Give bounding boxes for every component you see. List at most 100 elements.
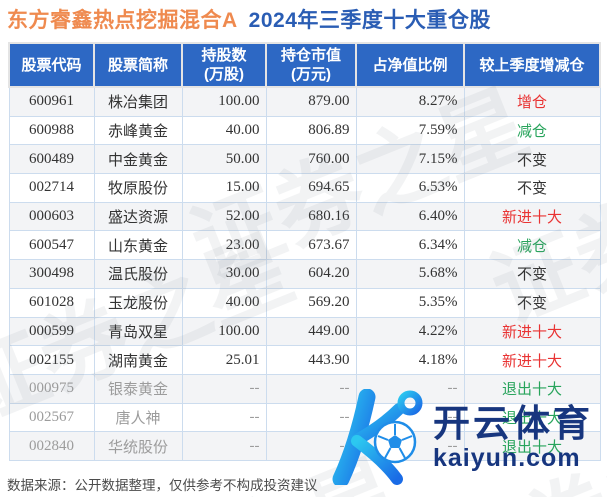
stock-name-cell: 株冶集团: [93, 86, 183, 117]
kaiyun-logo-title: 开云体育: [433, 403, 593, 444]
net-pct-cell: 6.34%: [355, 230, 465, 261]
net-pct-cell: 5.68%: [355, 259, 465, 289]
shares-cell: 30.00: [181, 259, 267, 289]
shares-cell: 100.00: [181, 316, 267, 347]
table-row: 002155 湖南黄金 25.01 443.90 4.18% 新进十大: [8, 345, 601, 375]
stock-code-cell: 600988: [8, 115, 95, 146]
stock-code-cell: 000599: [8, 316, 95, 347]
market-value-cell: 449.00: [265, 316, 357, 347]
stock-code-cell: 000975: [8, 373, 95, 404]
shares-cell: 50.00: [181, 144, 267, 175]
stock-code-cell: 002840: [8, 431, 95, 461]
stock-name-cell: 青岛双星: [93, 316, 183, 347]
shares-cell: 100.00: [181, 86, 267, 117]
table-row: 000975 银泰黄金 -- -- -- 退出十大: [8, 373, 601, 404]
stock-name-cell: 中金黄金: [93, 144, 183, 175]
shares-cell: 40.00: [181, 287, 267, 318]
market-value-cell: 673.67: [265, 230, 357, 261]
change-cell: 减仓: [463, 230, 601, 261]
stock-name-cell: 赤峰黄金: [93, 115, 183, 146]
stock-name-cell: 华统股份: [93, 431, 183, 461]
net-pct-cell: 8.27%: [355, 86, 465, 117]
change-cell: 增仓: [463, 86, 601, 117]
stock-name-cell: 湖南黄金: [93, 345, 183, 375]
shares-cell: --: [181, 402, 267, 433]
stock-name-cell: 银泰黄金: [93, 373, 183, 404]
holdings-table: 股票代码 股票简称 持股数 (万股) 持仓市值 (万元) 占净值比例 较上季度增减仓 60…: [8, 42, 601, 461]
shares-cell: 15.00: [181, 173, 267, 203]
stock-code-cell: 002714: [8, 173, 95, 203]
report-period: 2024年三季度十大重仓股: [248, 9, 491, 32]
column-header-3: 持仓市值 (万元): [265, 42, 357, 88]
market-value-cell: --: [265, 431, 357, 461]
net-pct-cell: 6.53%: [355, 173, 465, 203]
table-row: 600547 山东黄金 23.00 673.67 6.34% 减仓: [8, 230, 601, 261]
table-row: 600961 株冶集团 100.00 879.00 8.27% 增仓: [8, 86, 601, 117]
table-row: 000603 盛达资源 52.00 680.16 6.40% 新进十大: [8, 201, 601, 232]
stock-code-cell: 300498: [8, 259, 95, 289]
table-row: 002714 牧原股份 15.00 694.65 6.53% 不变: [8, 173, 601, 203]
table-row: 300498 温氏股份 30.00 604.20 5.68% 不变: [8, 259, 601, 289]
table-row: 600988 赤峰黄金 40.00 806.89 7.59% 减仓: [8, 115, 601, 146]
stock-code-cell: 000603: [8, 201, 95, 232]
market-value-cell: 443.90: [265, 345, 357, 375]
stock-name-cell: 温氏股份: [93, 259, 183, 289]
column-header-0: 股票代码: [8, 42, 95, 88]
shares-cell: 52.00: [181, 201, 267, 232]
market-value-cell: 806.89: [265, 115, 357, 146]
table-body: 600961 株冶集团 100.00 879.00 8.27% 增仓 600988 赤峰黄金 4…: [8, 86, 601, 461]
stock-name-cell: 唐人神: [93, 402, 183, 433]
market-value-cell: 680.16: [265, 201, 357, 232]
table-row: 002840 华统股份 -- -- -- 退出十大: [8, 431, 601, 461]
table-row: 600489 中金黄金 50.00 760.00 7.15% 不变: [8, 144, 601, 175]
stock-name-cell: 玉龙股份: [93, 287, 183, 318]
change-cell: 新进十大: [463, 345, 601, 375]
column-header-2: 持股数 (万股): [181, 42, 267, 88]
kaiyun-watermark-logo: 开云体育 kaiyun.com: [331, 389, 603, 485]
market-value-cell: 760.00: [265, 144, 357, 175]
table-row: 601028 玉龙股份 40.00 569.20 5.35% 不变: [8, 287, 601, 318]
column-header-5: 较上季度增减仓: [463, 42, 601, 88]
shares-cell: 40.00: [181, 115, 267, 146]
change-cell: 新进十大: [463, 316, 601, 347]
net-pct-cell: 4.22%: [355, 316, 465, 347]
stock-code-cell: 600961: [8, 86, 95, 117]
change-cell: 不变: [463, 259, 601, 289]
market-value-cell: --: [265, 373, 357, 404]
change-cell: 不变: [463, 287, 601, 318]
change-cell: 新进十大: [463, 201, 601, 232]
change-cell: 不变: [463, 144, 601, 175]
shares-cell: 25.01: [181, 345, 267, 375]
market-value-cell: --: [265, 402, 357, 433]
net-pct-cell: 4.18%: [355, 345, 465, 375]
table-row: 000599 青岛双星 100.00 449.00 4.22% 新进十大: [8, 316, 601, 347]
football-icon: [373, 420, 417, 464]
shares-cell: --: [181, 431, 267, 461]
market-value-cell: 604.20: [265, 259, 357, 289]
change-cell: 减仓: [463, 115, 601, 146]
page-title: 东方睿鑫热点挖掘混合A 2024年三季度十大重仓股: [7, 4, 491, 34]
market-value-cell: 569.20: [265, 287, 357, 318]
net-pct-cell: 7.59%: [355, 115, 465, 146]
change-cell: 不变: [463, 173, 601, 203]
stock-code-cell: 002155: [8, 345, 95, 375]
column-header-4: 占净值比例: [355, 42, 465, 88]
net-pct-cell: 7.15%: [355, 144, 465, 175]
net-pct-cell: 6.40%: [355, 201, 465, 232]
data-source-note: 数据来源：公开数据整理，仅供参考不构成投资建议: [7, 478, 318, 493]
stock-code-cell: 601028: [8, 287, 95, 318]
stock-name-cell: 盛达资源: [93, 201, 183, 232]
shares-cell: 23.00: [181, 230, 267, 261]
kaiyun-logo-domain: kaiyun.com: [433, 444, 581, 472]
stock-code-cell: 600547: [8, 230, 95, 261]
market-value-cell: 879.00: [265, 86, 357, 117]
change-cell: 退出十大: [463, 431, 601, 461]
stock-code-cell: 600489: [8, 144, 95, 175]
stock-name-cell: 山东黄金: [93, 230, 183, 261]
table-header-row: 股票代码 股票简称 持股数 (万股) 持仓市值 (万元) 占净值比例 较上季度增减仓: [8, 42, 601, 88]
stock-code-cell: 002567: [8, 402, 95, 433]
stock-name-cell: 牧原股份: [93, 173, 183, 203]
fund-name: 东方睿鑫热点挖掘混合A: [7, 9, 238, 32]
column-header-1: 股票简称: [93, 42, 183, 88]
